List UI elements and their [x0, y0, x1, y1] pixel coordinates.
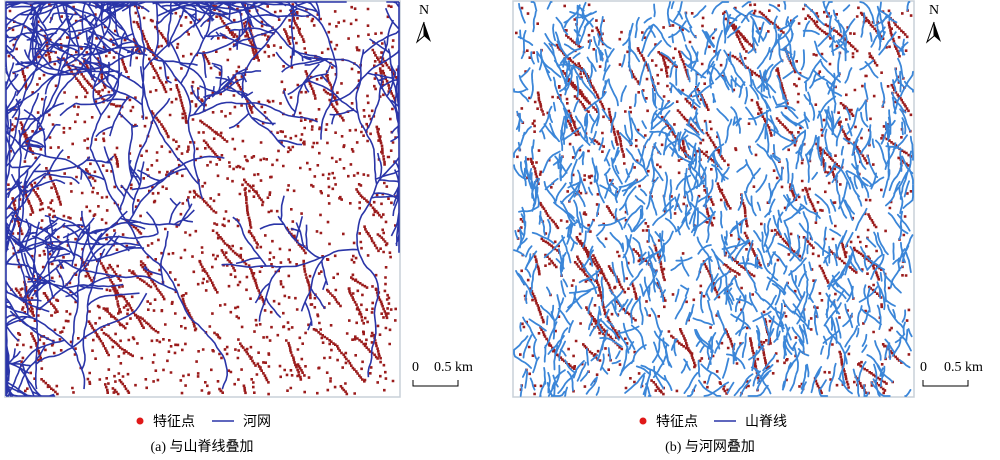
legend-label: 河网	[243, 414, 271, 430]
legend: 特征点 河网	[136, 414, 271, 430]
caption: (b) 与河网叠加	[665, 439, 755, 455]
map-panel-b	[512, 0, 915, 398]
north-arrow-left	[925, 21, 935, 44]
scale-end: 0.5 km	[944, 360, 983, 375]
scale-start: 0	[412, 360, 419, 375]
north-arrow: N	[925, 3, 941, 44]
north-label: N	[929, 3, 939, 18]
north-arrow: N	[415, 3, 431, 44]
legend-dot	[639, 417, 647, 425]
scale-bar: 0 0.5 km	[412, 360, 473, 387]
legend-label: 特征点	[153, 414, 195, 430]
caption: (a) 与山脊线叠加	[150, 439, 253, 455]
legend-label: 山脊线	[745, 414, 787, 430]
ridge-lines	[513, 1, 914, 397]
scale-line	[922, 380, 969, 387]
north-arrow-left	[415, 21, 425, 44]
scale-bar: 0 0.5 km	[920, 360, 983, 387]
north-label: N	[419, 3, 429, 18]
north-arrow-right	[424, 22, 431, 42]
map-panel-a	[4, 0, 401, 398]
legend-label: 特征点	[656, 414, 698, 430]
feature-points	[7, 3, 399, 396]
scale-start: 0	[920, 360, 927, 375]
scale-line	[412, 380, 459, 387]
north-arrow-right	[934, 22, 941, 42]
legend: 特征点 山脊线	[639, 414, 787, 430]
legend-dot	[136, 417, 144, 425]
river-network	[5, 1, 400, 397]
scale-end: 0.5 km	[434, 360, 473, 375]
